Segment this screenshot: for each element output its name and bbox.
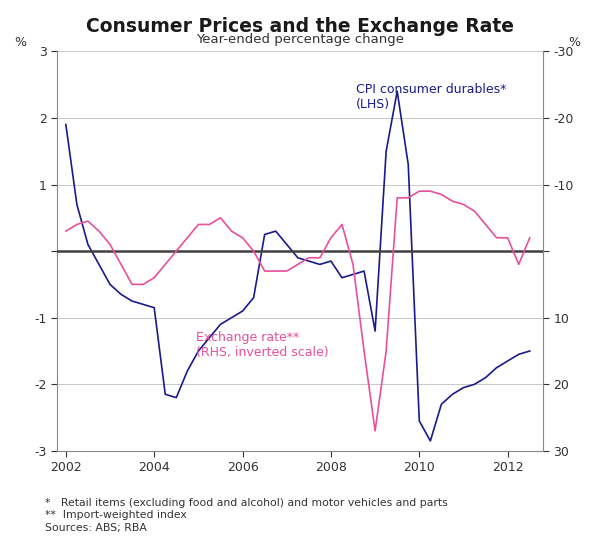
Text: %: %	[569, 36, 581, 49]
Text: *   Retail items (excluding food and alcohol) and motor vehicles and parts: * Retail items (excluding food and alcoh…	[45, 498, 448, 508]
Text: Exchange rate**
(RHS, inverted scale): Exchange rate** (RHS, inverted scale)	[196, 331, 328, 359]
Text: Consumer Prices and the Exchange Rate: Consumer Prices and the Exchange Rate	[86, 17, 514, 36]
Text: CPI consumer durables*
(LHS): CPI consumer durables* (LHS)	[356, 83, 506, 111]
Text: Sources: ABS; RBA: Sources: ABS; RBA	[45, 523, 147, 533]
Text: **  Import-weighted index: ** Import-weighted index	[45, 510, 187, 521]
Text: %: %	[14, 36, 26, 49]
Text: Year-ended percentage change: Year-ended percentage change	[196, 33, 404, 46]
